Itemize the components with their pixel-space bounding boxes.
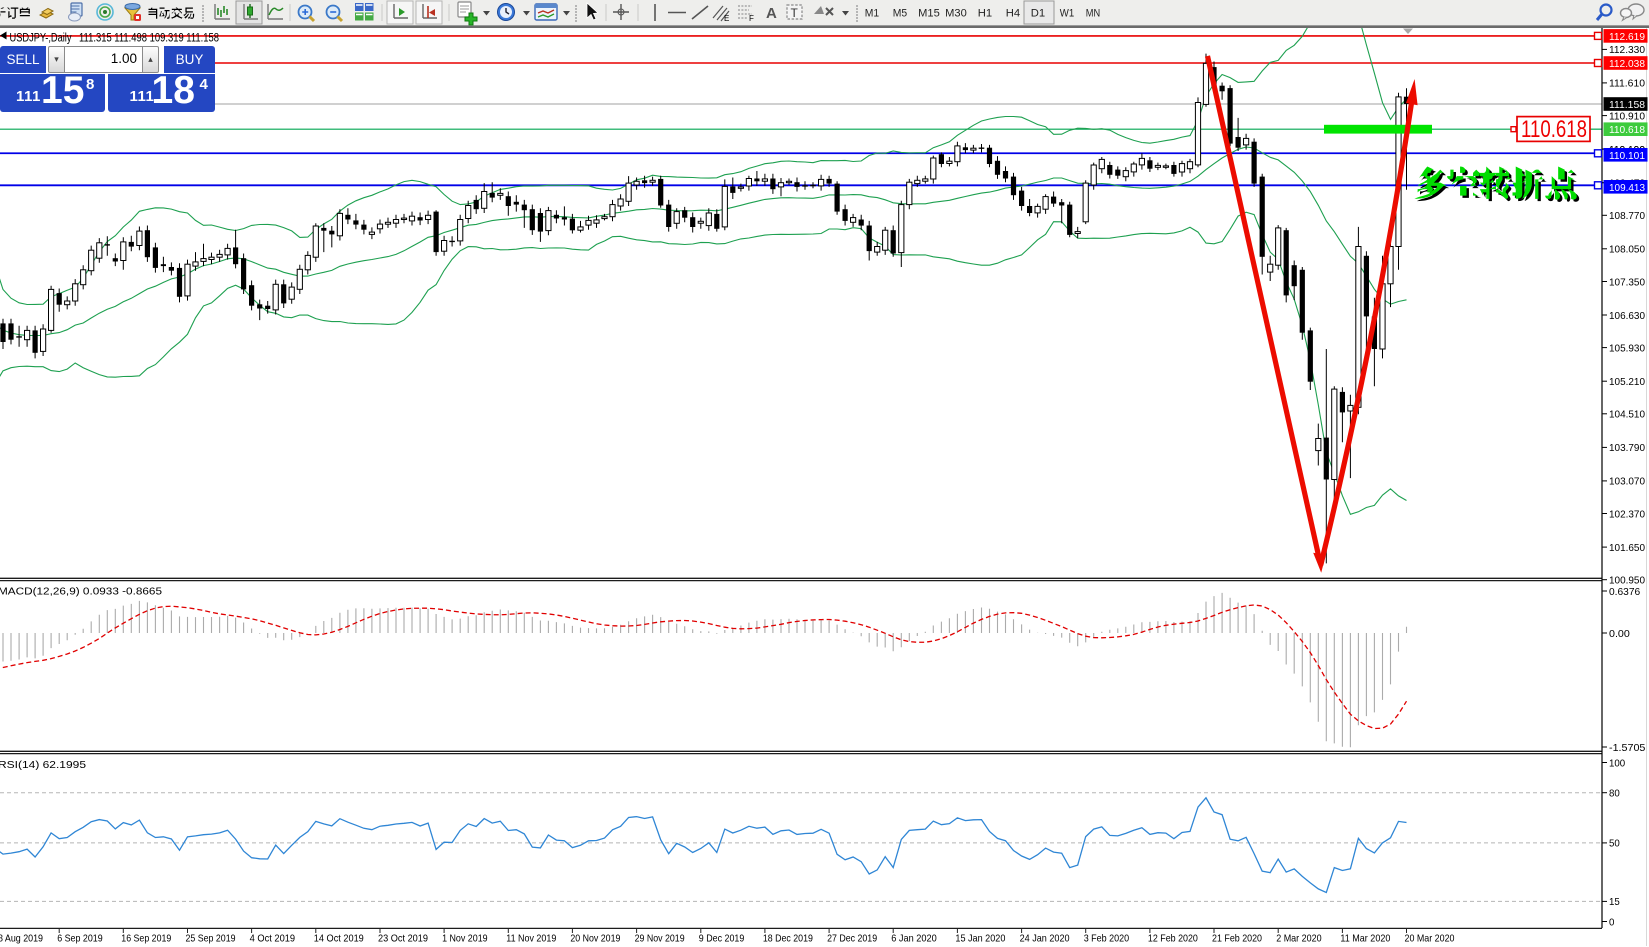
svg-text:MACD(12,26,9) 0.0933 -0.8665: MACD(12,26,9) 0.0933 -0.8665	[0, 586, 162, 598]
svg-text:110.618: 110.618	[1521, 116, 1587, 143]
svg-text:A: A	[766, 5, 777, 22]
svg-text:50: 50	[1609, 838, 1620, 850]
svg-text:T: T	[791, 6, 799, 20]
svg-text:M15: M15	[918, 8, 940, 20]
svg-text:14 Oct 2019: 14 Oct 2019	[314, 933, 364, 945]
svg-text:80: 80	[1609, 788, 1620, 800]
svg-text:23 Oct 2019: 23 Oct 2019	[378, 933, 428, 945]
svg-text:9 Dec 2019: 9 Dec 2019	[699, 933, 745, 945]
svg-text:102.370: 102.370	[1609, 508, 1645, 520]
svg-text:1 Nov 2019: 1 Nov 2019	[442, 933, 488, 945]
svg-text:28 Aug 2019: 28 Aug 2019	[0, 933, 43, 945]
svg-text:100: 100	[1609, 757, 1625, 769]
svg-text:111.158: 111.158	[1609, 99, 1645, 111]
svg-text:D1: D1	[1031, 8, 1045, 20]
svg-text:110.618: 110.618	[1609, 124, 1645, 136]
svg-text:15 Jan 2020: 15 Jan 2020	[955, 933, 1005, 945]
svg-text:108.050: 108.050	[1609, 244, 1645, 256]
svg-text:12 Feb 2020: 12 Feb 2020	[1148, 933, 1198, 945]
svg-text:11 Nov 2019: 11 Nov 2019	[506, 933, 556, 945]
svg-text:24 Jan 2020: 24 Jan 2020	[1020, 933, 1070, 945]
svg-text:-1.5705: -1.5705	[1609, 742, 1646, 754]
svg-text:100.950: 100.950	[1609, 575, 1645, 587]
svg-text:104.510: 104.510	[1609, 409, 1645, 421]
svg-text:101.650: 101.650	[1609, 542, 1645, 554]
svg-text:112.038: 112.038	[1609, 58, 1645, 70]
svg-text:111.610: 111.610	[1609, 78, 1645, 90]
svg-text:RSI(14) 62.1995: RSI(14) 62.1995	[0, 759, 86, 771]
svg-text:108.770: 108.770	[1609, 210, 1645, 222]
svg-text:103.790: 103.790	[1609, 442, 1645, 454]
svg-text:29 Nov 2019: 29 Nov 2019	[635, 933, 685, 945]
svg-text:H4: H4	[1006, 8, 1020, 20]
svg-text:H1: H1	[978, 8, 992, 20]
svg-text:111.315 111.498 109.319 111.15: 111.315 111.498 109.319 111.158	[79, 33, 219, 45]
svg-text:MN: MN	[1086, 8, 1100, 20]
svg-text:0: 0	[1609, 916, 1615, 928]
svg-text:103.070: 103.070	[1609, 476, 1645, 488]
svg-text:F: F	[749, 14, 754, 23]
svg-text:2 Mar 2020: 2 Mar 2020	[1276, 933, 1322, 945]
svg-text:21 Feb 2020: 21 Feb 2020	[1212, 933, 1262, 945]
svg-text:0.6376: 0.6376	[1609, 586, 1640, 598]
svg-text:W1: W1	[1060, 8, 1074, 20]
svg-text:20 Nov 2019: 20 Nov 2019	[570, 933, 620, 945]
svg-text:27 Dec 2019: 27 Dec 2019	[827, 933, 877, 945]
svg-text:105.930: 105.930	[1609, 342, 1645, 354]
svg-text:0.00: 0.00	[1609, 628, 1630, 640]
svg-text:16 Sep 2019: 16 Sep 2019	[121, 933, 171, 945]
svg-text:110.101: 110.101	[1609, 150, 1645, 162]
svg-text:11 Mar 2020: 11 Mar 2020	[1340, 933, 1390, 945]
svg-text:106.630: 106.630	[1609, 310, 1645, 322]
svg-text:E: E	[724, 14, 729, 23]
svg-text:109.413: 109.413	[1609, 182, 1645, 194]
svg-text:USDJPY-,Daily: USDJPY-,Daily	[10, 33, 72, 45]
svg-text:M1: M1	[865, 8, 879, 20]
svg-text:25 Sep 2019: 25 Sep 2019	[186, 933, 236, 945]
svg-text:112.330: 112.330	[1609, 44, 1645, 56]
svg-text:105.210: 105.210	[1609, 376, 1645, 388]
svg-text:107.350: 107.350	[1609, 276, 1645, 288]
svg-text:3 Feb 2020: 3 Feb 2020	[1084, 933, 1130, 945]
svg-text:112.619: 112.619	[1609, 31, 1645, 43]
svg-text:M30: M30	[945, 8, 967, 20]
svg-text:15: 15	[1609, 896, 1620, 908]
svg-text:18 Dec 2019: 18 Dec 2019	[763, 933, 813, 945]
svg-text:6 Jan 2020: 6 Jan 2020	[891, 933, 937, 945]
svg-text:20 Mar 2020: 20 Mar 2020	[1405, 933, 1455, 945]
svg-text:110.910: 110.910	[1609, 110, 1645, 122]
svg-text:6 Sep 2019: 6 Sep 2019	[57, 933, 103, 945]
svg-text:M5: M5	[893, 8, 907, 20]
svg-text:4 Oct 2019: 4 Oct 2019	[250, 933, 296, 945]
